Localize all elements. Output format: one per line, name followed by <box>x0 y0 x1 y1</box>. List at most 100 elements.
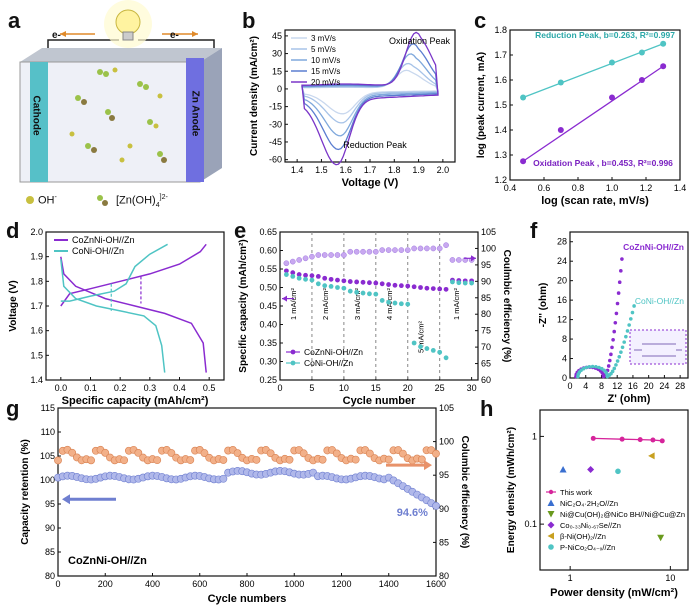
ce-point <box>399 449 407 458</box>
gcd-curve-chg <box>60 243 168 302</box>
y-tick-label: 28 <box>557 237 567 247</box>
eis-point <box>584 365 589 370</box>
y2-tick-label: 95 <box>439 470 449 480</box>
eis-point <box>606 364 611 368</box>
capacity-point <box>367 280 372 286</box>
y-tick-label: 1.7 <box>30 301 43 311</box>
eis-point <box>611 338 615 342</box>
ce-point <box>347 248 354 255</box>
data-point <box>657 534 665 542</box>
ce-point <box>385 247 392 253</box>
y2-tick-label: 80 <box>481 309 491 319</box>
ce-point <box>134 449 143 457</box>
x-tick-label: 2.0 <box>437 165 450 175</box>
y-tick-label: 12 <box>557 315 567 325</box>
x-axis-label: Power density (mW/cm²) <box>550 587 678 599</box>
legend-label: CoZnNi-OH//Zn <box>623 242 684 252</box>
x-tick-label: 0.0 <box>55 383 68 393</box>
x-tick-label: 30 <box>467 383 477 393</box>
y-tick-label: 0.40 <box>259 320 277 330</box>
circuit-icon <box>634 343 682 357</box>
y-axis-label: -Z'' (ohm) <box>538 283 549 328</box>
eis-point <box>612 329 617 334</box>
capacity-point <box>398 301 404 307</box>
capacity-point <box>341 278 347 284</box>
legend-label: P-NiCo₂O₄₋ₓ//Zn <box>560 543 615 552</box>
eis-point <box>609 352 613 357</box>
ce-point <box>299 449 308 458</box>
arrow-right-icon <box>471 255 476 262</box>
legend-label: Co₀.₃₃Ni₀.₆₇Se//Zn <box>560 521 621 530</box>
x-tick-label: 1.5 <box>315 165 328 175</box>
capacity-point <box>315 274 321 279</box>
y-axis-label: Voltage (V) <box>8 280 19 331</box>
legend-label: CoZnNi-OH//Zn <box>304 347 363 357</box>
inset-label: CoZnNi-OH//Zn <box>68 555 147 567</box>
x-tick-label: 1.4 <box>291 165 304 175</box>
data-point <box>587 465 595 473</box>
y-tick-label: 0.25 <box>259 375 277 385</box>
ce-point <box>328 252 334 258</box>
legend-label: NiC₂O₄·2H₂O//Zn <box>560 499 618 508</box>
capacity-point <box>411 340 417 346</box>
data-point <box>648 452 655 460</box>
eis-point <box>615 359 620 363</box>
x-tick-label: 4 <box>583 381 588 391</box>
eis-point <box>581 366 586 371</box>
ce-point <box>424 245 430 252</box>
capacity-point <box>386 282 391 287</box>
data-point <box>637 437 643 443</box>
ce-point <box>309 253 315 260</box>
y2-tick-label: 95 <box>481 260 491 270</box>
ce-point <box>365 449 374 458</box>
legend-marker <box>548 544 554 550</box>
capacity-point <box>469 280 475 286</box>
y-tick-label: 0 <box>562 373 567 383</box>
cv-curve-4 <box>301 31 439 166</box>
x-tick-label: 5 <box>309 383 314 393</box>
capacity-point <box>386 299 391 305</box>
x-tick-label: 1600 <box>426 579 446 589</box>
capacity-point <box>360 279 366 285</box>
panel-g-letter: g <box>6 396 20 421</box>
y-tick-label: 0.60 <box>259 246 277 256</box>
x-tick-label: 800 <box>239 579 254 589</box>
capacity-point <box>430 286 436 292</box>
y-tick-label: 85 <box>45 547 55 557</box>
eis-point <box>617 280 622 285</box>
plot-frame <box>539 409 689 571</box>
eis-point <box>590 364 595 369</box>
x-axis-label: Specific capacity (mAh/cm²) <box>62 395 209 407</box>
capacity-point <box>303 276 308 282</box>
ce-point <box>318 455 327 464</box>
x-tick-label: 1 <box>568 573 573 583</box>
y-tick-label: 1.6 <box>30 326 43 336</box>
y-tick-label: 110 <box>41 427 55 437</box>
eis-point <box>594 364 598 369</box>
y-axis-label: Energy density (mWh/cm²) <box>506 427 517 553</box>
capacity-point <box>456 280 462 286</box>
eis-point <box>629 317 633 321</box>
capacity-point <box>354 289 360 295</box>
eis-point <box>612 366 617 371</box>
legend-label-3: 15 mV/s <box>311 67 340 76</box>
y2-tick-label: 75 <box>481 326 491 336</box>
eis-point <box>630 310 635 315</box>
capacity-point <box>367 291 372 297</box>
eis-point <box>632 304 636 308</box>
capacity-point <box>443 355 449 361</box>
x-tick-label: 20 <box>403 383 413 393</box>
zinc-complex-label: [Zn(OH)4]2- <box>116 194 168 209</box>
capacity-point <box>437 349 443 355</box>
panel-a-letter: a <box>8 8 21 33</box>
panel-d-letter: d <box>6 218 20 243</box>
capacity-point <box>290 274 296 279</box>
capacity-point <box>418 344 423 350</box>
data-point <box>660 40 667 47</box>
